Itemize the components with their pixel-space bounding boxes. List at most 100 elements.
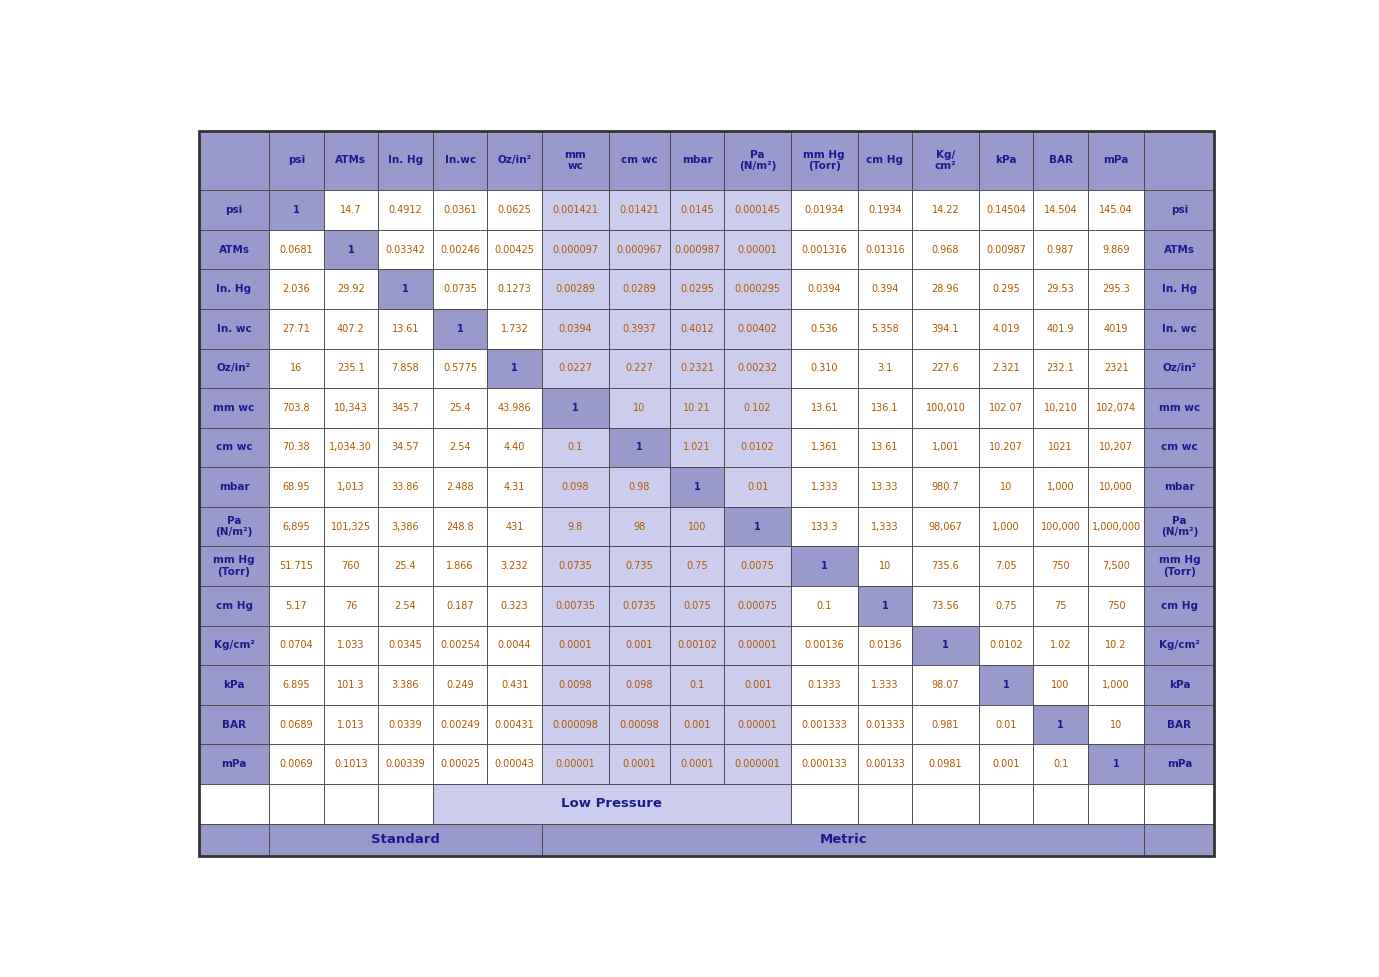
Text: 70.38: 70.38 bbox=[283, 443, 310, 452]
Text: mbar: mbar bbox=[681, 155, 713, 165]
Text: 1: 1 bbox=[754, 522, 761, 531]
Text: 13.33: 13.33 bbox=[872, 482, 899, 492]
Bar bbox=[269, 546, 324, 586]
Bar bbox=[1088, 824, 1145, 856]
Bar bbox=[608, 309, 670, 349]
Bar bbox=[269, 784, 324, 824]
Bar bbox=[487, 131, 542, 191]
Text: 3.232: 3.232 bbox=[501, 561, 528, 572]
Text: 0.187: 0.187 bbox=[447, 601, 474, 611]
Text: 401.9: 401.9 bbox=[1047, 323, 1074, 334]
Text: 0.00098: 0.00098 bbox=[619, 720, 659, 730]
Bar bbox=[1145, 824, 1215, 856]
Bar bbox=[858, 270, 912, 309]
Bar bbox=[378, 309, 433, 349]
Bar bbox=[378, 784, 433, 824]
Text: 0.075: 0.075 bbox=[683, 601, 712, 611]
Bar bbox=[199, 625, 269, 665]
Text: 0.0098: 0.0098 bbox=[558, 680, 592, 690]
Bar bbox=[979, 744, 1033, 784]
Bar bbox=[378, 744, 433, 784]
Text: 394.1: 394.1 bbox=[932, 323, 960, 334]
Text: 0.001421: 0.001421 bbox=[552, 205, 598, 215]
Text: 0.2321: 0.2321 bbox=[680, 363, 714, 373]
Text: In.wc: In.wc bbox=[444, 155, 476, 165]
Bar bbox=[269, 824, 324, 856]
Bar bbox=[433, 665, 487, 704]
Text: 0.01: 0.01 bbox=[996, 720, 1016, 730]
Text: 0.000098: 0.000098 bbox=[553, 720, 598, 730]
Text: 68.95: 68.95 bbox=[283, 482, 310, 492]
Text: 0.0136: 0.0136 bbox=[867, 640, 902, 651]
Bar bbox=[269, 467, 324, 507]
Bar bbox=[858, 784, 912, 824]
Text: mPa: mPa bbox=[1103, 155, 1129, 165]
Text: 25.4: 25.4 bbox=[394, 561, 416, 572]
Text: 0.00133: 0.00133 bbox=[865, 759, 905, 769]
Bar bbox=[792, 824, 858, 856]
Text: 2321: 2321 bbox=[1103, 363, 1128, 373]
Bar bbox=[433, 191, 487, 230]
Bar bbox=[1088, 586, 1145, 625]
Text: Low Pressure: Low Pressure bbox=[561, 797, 662, 810]
Text: 0.968: 0.968 bbox=[932, 244, 960, 255]
Bar bbox=[724, 665, 792, 704]
Text: 4.019: 4.019 bbox=[993, 323, 1019, 334]
Text: 0.001: 0.001 bbox=[743, 680, 771, 690]
Text: 0.0295: 0.0295 bbox=[680, 284, 714, 294]
Text: kPa: kPa bbox=[1168, 680, 1190, 690]
Text: 0.01934: 0.01934 bbox=[804, 205, 844, 215]
Bar bbox=[1033, 507, 1088, 546]
Text: 0.00043: 0.00043 bbox=[495, 759, 535, 769]
Text: 0.249: 0.249 bbox=[447, 680, 474, 690]
Bar bbox=[792, 428, 858, 467]
Text: In. Hg: In. Hg bbox=[387, 155, 423, 165]
Bar bbox=[378, 131, 433, 191]
Text: 14.504: 14.504 bbox=[1044, 205, 1077, 215]
Bar bbox=[912, 467, 979, 507]
Text: 13.61: 13.61 bbox=[872, 443, 899, 452]
Bar bbox=[487, 349, 542, 388]
Bar bbox=[608, 665, 670, 704]
Text: 0.735: 0.735 bbox=[625, 561, 654, 572]
Bar bbox=[1088, 467, 1145, 507]
Text: 0.0001: 0.0001 bbox=[622, 759, 656, 769]
Bar bbox=[979, 270, 1033, 309]
Text: 1: 1 bbox=[694, 482, 701, 492]
Bar bbox=[670, 131, 724, 191]
Text: 1.02: 1.02 bbox=[1049, 640, 1071, 651]
Bar bbox=[433, 309, 487, 349]
Bar bbox=[858, 349, 912, 388]
Text: 0.310: 0.310 bbox=[811, 363, 838, 373]
Text: 1: 1 bbox=[403, 284, 408, 294]
Bar bbox=[269, 704, 324, 744]
Bar bbox=[324, 309, 378, 349]
Bar bbox=[912, 428, 979, 467]
Bar bbox=[542, 625, 608, 665]
Bar bbox=[378, 546, 433, 586]
Text: 0.00001: 0.00001 bbox=[738, 720, 778, 730]
Bar bbox=[858, 665, 912, 704]
Bar bbox=[912, 230, 979, 270]
Text: 7.05: 7.05 bbox=[996, 561, 1016, 572]
Text: 10.207: 10.207 bbox=[989, 443, 1023, 452]
Text: 0.01316: 0.01316 bbox=[865, 244, 905, 255]
Bar bbox=[608, 824, 670, 856]
Bar bbox=[1033, 428, 1088, 467]
Text: 9.869: 9.869 bbox=[1102, 244, 1129, 255]
Text: 0.0339: 0.0339 bbox=[389, 720, 422, 730]
Text: 98,067: 98,067 bbox=[928, 522, 963, 531]
Bar bbox=[487, 546, 542, 586]
Bar bbox=[979, 546, 1033, 586]
Text: 0.75: 0.75 bbox=[996, 601, 1016, 611]
Text: 6.895: 6.895 bbox=[283, 680, 310, 690]
Text: cm wc: cm wc bbox=[1161, 443, 1198, 452]
Text: 1: 1 bbox=[636, 443, 643, 452]
Bar bbox=[858, 230, 912, 270]
Bar bbox=[324, 388, 378, 428]
Bar bbox=[858, 507, 912, 546]
Bar bbox=[912, 131, 979, 191]
Text: 2.54: 2.54 bbox=[394, 601, 416, 611]
Text: 0.0981: 0.0981 bbox=[928, 759, 963, 769]
Bar bbox=[724, 744, 792, 784]
